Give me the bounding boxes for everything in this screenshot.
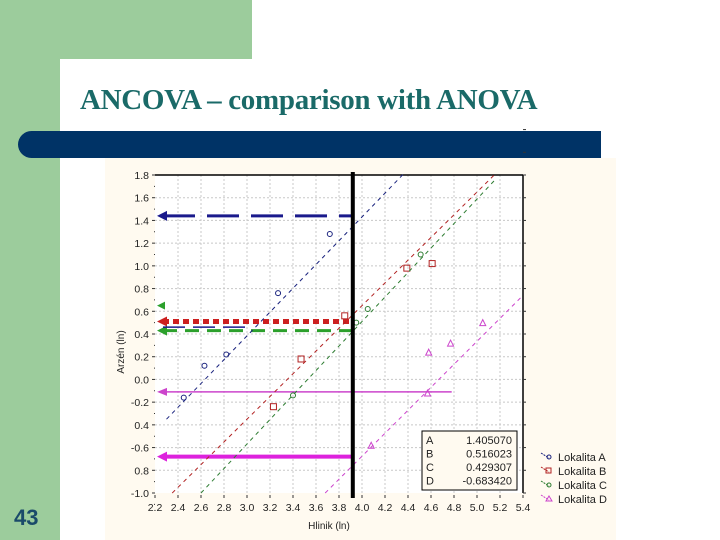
x-tick-label: 5.2 bbox=[493, 502, 508, 514]
slide-number: 43 bbox=[14, 505, 39, 530]
data-point bbox=[417, 251, 424, 258]
legend-marker-icon bbox=[546, 482, 552, 488]
arrow-icon bbox=[157, 210, 167, 221]
data-point bbox=[423, 388, 432, 397]
legend-label: Lokalita C bbox=[558, 480, 607, 492]
table-label: D bbox=[426, 476, 434, 488]
legend-line-icon bbox=[540, 452, 550, 459]
fit-line-lokalita-b bbox=[169, 173, 497, 495]
x-tick-label: 3.0 bbox=[240, 502, 255, 514]
legend-label: Lokalita D bbox=[558, 494, 607, 506]
y-tick-label: 0.0 bbox=[134, 374, 149, 386]
slide-title: ANCOVA – comparison with ANOVA bbox=[80, 84, 538, 116]
arrow-icon bbox=[157, 387, 167, 396]
legend-marker-icon bbox=[545, 467, 552, 474]
y-tick-label: 0.4 bbox=[134, 329, 149, 341]
data-point bbox=[223, 351, 230, 358]
table-label: A bbox=[426, 435, 434, 447]
y-tick-label: 1.4 bbox=[134, 215, 149, 227]
grid bbox=[155, 175, 523, 493]
y-axis-label: Arzén (ln) bbox=[116, 330, 127, 373]
table-label: C bbox=[426, 462, 434, 474]
x-tick-label: 2.2 bbox=[148, 502, 163, 514]
x-tick-label: 3.4 bbox=[286, 502, 301, 514]
data-point bbox=[275, 290, 282, 297]
x-tick-label: 2.4 bbox=[171, 502, 186, 514]
x-tick-label: 4.4 bbox=[401, 502, 416, 514]
table-value: -0.683420 bbox=[462, 476, 512, 488]
arrow-icon bbox=[157, 316, 167, 327]
y-tick-label: 1.2 bbox=[134, 238, 149, 250]
table-value: 0.516023 bbox=[466, 449, 512, 461]
x-tick-label: 5.4 bbox=[516, 502, 531, 514]
y-tick-label: -0.2 bbox=[131, 397, 149, 409]
x-tick-label: 2.8 bbox=[217, 502, 232, 514]
arrow-icon bbox=[157, 325, 167, 336]
x-tick-label: 4.6 bbox=[424, 502, 439, 514]
x-tick-label: 4.0 bbox=[355, 502, 370, 514]
table-value: 1.405070 bbox=[466, 435, 512, 447]
data-point bbox=[403, 264, 411, 272]
y-tick-label: 1.8 bbox=[134, 170, 149, 182]
legend-marker-icon bbox=[546, 454, 552, 460]
x-tick-label: 5.0 bbox=[470, 502, 485, 514]
legend-line-icon bbox=[540, 466, 550, 473]
data-point bbox=[201, 362, 208, 369]
data-point bbox=[367, 441, 376, 449]
plot-content bbox=[157, 173, 523, 495]
y-tick-label: 0.4 bbox=[134, 420, 149, 432]
title-underline-bar bbox=[18, 131, 601, 158]
data-point bbox=[180, 394, 187, 401]
legend-label: Lokalita B bbox=[558, 466, 606, 478]
fit-line-lokalita-a bbox=[166, 173, 406, 420]
data-point bbox=[290, 392, 296, 399]
data-point bbox=[326, 231, 333, 238]
axis-ticks: 1.8 1.6 1.4 1.2 1.0 0.8 0.6 0.4 0.2 0.0 -0.2 0.4 -0.… bbox=[131, 129, 531, 514]
fit-line-lokalita-d bbox=[324, 295, 523, 494]
data-point bbox=[446, 338, 455, 347]
x-tick-label: 3.8 bbox=[332, 502, 347, 514]
legend: Lokalita A Lokalita B Lokalita C Lokalita D bbox=[540, 452, 607, 506]
data-point bbox=[364, 306, 371, 313]
legend-line-icon bbox=[540, 480, 550, 487]
legend-marker-icon bbox=[545, 495, 553, 502]
x-tick-label: 2.6 bbox=[194, 502, 209, 514]
y-tick-label: -1.0 bbox=[131, 488, 149, 500]
y-tick-label: 0.8 bbox=[134, 465, 149, 477]
data-point bbox=[297, 355, 305, 363]
data-point bbox=[428, 260, 436, 268]
y-tick-label: 1.6 bbox=[134, 193, 149, 205]
table-value: 0.429307 bbox=[466, 462, 512, 474]
data-point bbox=[478, 318, 487, 327]
green-accent-side bbox=[0, 0, 60, 540]
table-label: B bbox=[426, 449, 433, 461]
arrow-icon bbox=[157, 451, 167, 462]
y-tick-label: 0.2 bbox=[134, 352, 149, 364]
x-tick-label: 3.2 bbox=[263, 502, 278, 514]
data-point bbox=[269, 403, 277, 411]
y-tick-label: 1.0 bbox=[134, 261, 149, 273]
x-tick-label: 3.6 bbox=[309, 502, 324, 514]
data-point bbox=[341, 312, 349, 320]
x-tick-label: 4.2 bbox=[378, 502, 393, 514]
data-point bbox=[424, 348, 433, 356]
legend-label: Lokalita A bbox=[558, 452, 606, 464]
y-tick-label: -0.6 bbox=[131, 443, 149, 455]
y-tick-label: 0.6 bbox=[134, 306, 149, 318]
arrow-icon bbox=[157, 301, 165, 310]
x-axis-label: Hlinik (ln) bbox=[308, 521, 350, 532]
adjusted-means-table: A 1.405070 B 0.516023 C 0.429307 D -0.683420 bbox=[421, 430, 518, 491]
y-tick-label: 0.8 bbox=[134, 284, 149, 296]
x-tick-label: 4.8 bbox=[447, 502, 462, 514]
